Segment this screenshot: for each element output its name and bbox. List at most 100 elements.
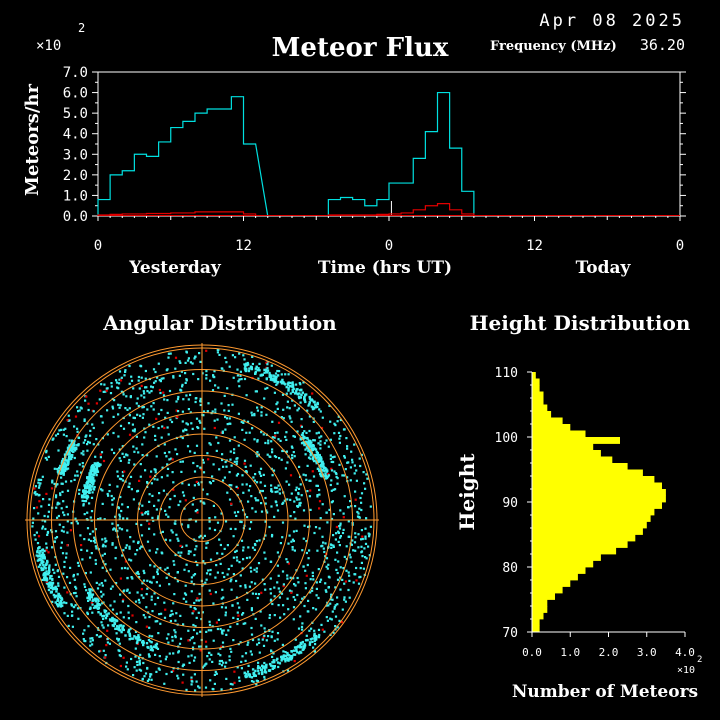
meteor-point	[191, 503, 194, 506]
meteor-point	[193, 484, 196, 487]
meteor-point	[42, 553, 45, 557]
meteor-point	[252, 672, 255, 675]
meteor-point	[224, 356, 227, 359]
meteor-point	[164, 538, 167, 541]
meteor-point	[124, 407, 127, 410]
meteor-point	[72, 575, 75, 578]
meteor-point	[46, 533, 49, 536]
meteor-point	[148, 634, 151, 637]
meteor-point	[286, 653, 289, 656]
meteor-point	[169, 418, 172, 421]
meteor-point	[235, 462, 238, 466]
meteor-point	[306, 490, 309, 493]
meteor-point	[316, 452, 319, 455]
meteor-point	[326, 567, 329, 570]
meteor-point	[364, 527, 367, 530]
meteor-point	[143, 427, 146, 430]
meteor-point	[216, 418, 219, 421]
meteor-point	[200, 598, 203, 601]
meteor-point	[163, 426, 166, 430]
meteor-point	[331, 610, 334, 613]
meteor-point	[247, 673, 251, 676]
meteor-point	[233, 448, 236, 451]
meteor-point	[235, 474, 238, 477]
meteor-point	[245, 394, 248, 397]
meteor-point	[130, 379, 134, 382]
height-bar	[532, 612, 544, 620]
meteor-point	[237, 510, 240, 514]
meteor-point	[235, 556, 238, 559]
meteor-point	[170, 670, 173, 673]
meteor-point	[355, 479, 358, 482]
meteor-point	[208, 520, 211, 523]
meteor-point	[144, 616, 147, 619]
meteor-point	[347, 520, 350, 523]
meteor-point	[252, 674, 256, 678]
meteor-point	[96, 587, 100, 590]
meteor-point	[292, 618, 295, 621]
meteor-point	[329, 438, 332, 441]
meteor-point	[319, 443, 322, 446]
meteor-point	[185, 563, 188, 566]
meteor-point	[137, 657, 141, 660]
meteor-point	[146, 390, 149, 393]
meteor-point	[287, 387, 290, 390]
meteor-point	[87, 440, 90, 443]
meteor-point	[302, 509, 306, 512]
meteor-point	[254, 367, 257, 370]
meteor-point	[50, 591, 53, 594]
meteor-point	[300, 625, 304, 628]
meteor-point	[275, 504, 278, 507]
meteor-point	[163, 443, 166, 446]
meteor-point	[82, 450, 85, 453]
meteor-point	[308, 448, 311, 452]
meteor-point	[245, 471, 248, 474]
meteor-point	[177, 551, 180, 554]
meteor-point	[138, 668, 141, 671]
meteor-point	[93, 488, 96, 491]
meteor-point	[151, 386, 154, 389]
meteor-point	[335, 532, 338, 535]
meteor-point	[184, 584, 187, 587]
meteor-point	[154, 653, 157, 656]
meteor-point	[169, 619, 172, 623]
meteor-point	[110, 382, 113, 385]
meteor-point	[99, 635, 102, 638]
meteor-point	[82, 489, 85, 493]
meteor-point	[196, 508, 199, 512]
meteor-point	[142, 390, 145, 393]
meteor-point	[144, 386, 147, 389]
meteor-point	[46, 515, 50, 518]
flux-x-tick-label: 0	[676, 238, 684, 254]
meteor-point	[100, 595, 103, 598]
height-bar	[532, 469, 643, 477]
meteor-point	[57, 469, 61, 472]
meteor-point	[220, 367, 223, 370]
meteor-point	[229, 458, 232, 461]
height-bar	[532, 476, 655, 483]
meteor-point	[141, 416, 144, 419]
meteor-point	[70, 439, 74, 442]
meteor-point	[137, 638, 140, 642]
meteor-point	[174, 577, 177, 580]
meteor-point	[112, 415, 115, 418]
meteor-point	[220, 402, 223, 405]
meteor-point	[115, 619, 119, 622]
meteor-point	[88, 473, 91, 477]
meteor-point	[297, 407, 300, 410]
flux-y-tick-label: 7.0	[63, 65, 88, 81]
meteor-point	[338, 527, 342, 530]
meteor-point	[292, 451, 295, 454]
meteor-point	[220, 664, 224, 667]
meteor-point	[97, 599, 100, 602]
meteor-point	[266, 369, 270, 372]
meteor-point	[292, 539, 295, 543]
meteor-point	[64, 467, 67, 470]
meteor-point	[320, 545, 323, 548]
meteor-point	[94, 455, 97, 458]
meteor-point	[220, 431, 223, 434]
meteor-point	[281, 449, 284, 453]
meteor-point	[124, 369, 127, 372]
meteor-point	[41, 525, 45, 528]
meteor-point	[109, 587, 113, 590]
